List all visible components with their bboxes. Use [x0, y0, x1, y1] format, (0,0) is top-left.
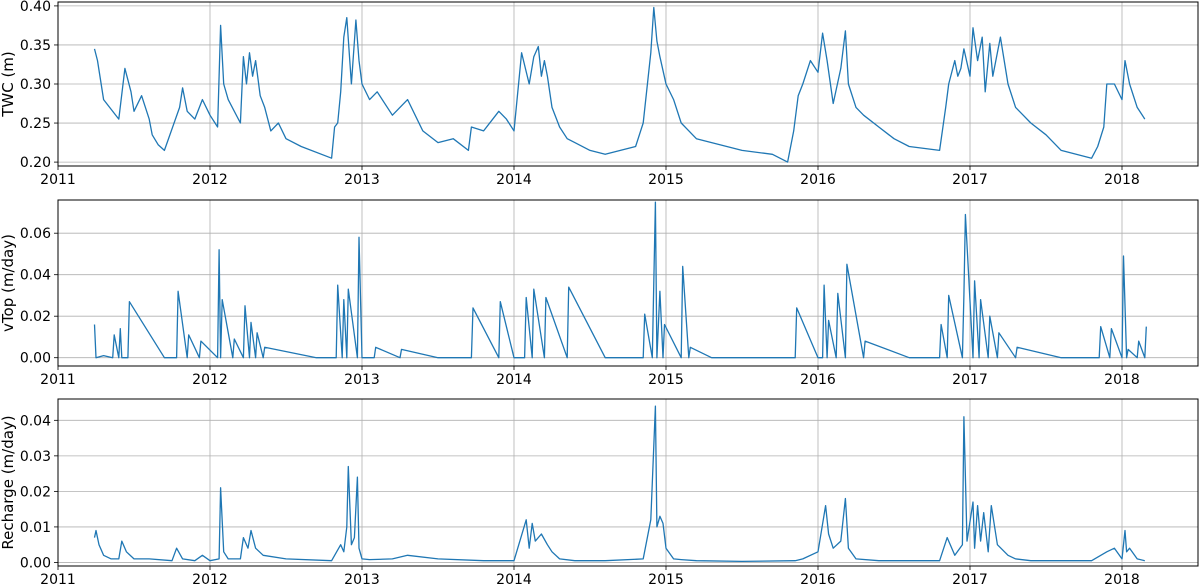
- recharge-axes-frame: [57, 398, 1199, 567]
- twc-xtick-label: 2018: [1104, 172, 1140, 188]
- twc-series-line: [93, 6, 1146, 163]
- recharge-xtick-label: 2018: [1104, 572, 1140, 585]
- vtop-xtick-label: 2013: [344, 372, 380, 388]
- vtop-xtick-label: 2012: [192, 372, 228, 388]
- vtop-ytick-label: 0.00: [20, 351, 51, 367]
- vtop-xtick-label: 2017: [952, 372, 988, 388]
- recharge-ytick-label: 0.01: [20, 520, 51, 536]
- vtop-series-line: [93, 201, 1147, 359]
- twc-xtick-label: 2015: [648, 172, 684, 188]
- twc-ytick-label: 0.25: [20, 116, 51, 132]
- twc-ylabel: TWC (m): [0, 51, 17, 118]
- twc-ytick-label: 0.40: [20, 0, 51, 15]
- vtop-xtick-label: 2011: [40, 372, 76, 388]
- vtop-xtick-label: 2016: [800, 372, 836, 388]
- twc-panel: 2011 2012 2013 2014 2015 2016 2017 2018 0.20 0.25…: [0, 0, 1199, 188]
- vtop-axes-frame: [57, 199, 1199, 367]
- recharge-xtick-label: 2013: [344, 572, 380, 585]
- vtop-ytick-label: 0.02: [20, 309, 51, 325]
- recharge-xtick-label: 2014: [496, 572, 532, 585]
- twc-xtick-label: 2012: [192, 172, 228, 188]
- vtop-xtick-label: 2015: [648, 372, 684, 388]
- twc-xtick-label: 2016: [800, 172, 836, 188]
- recharge-ytick-label: 0.02: [20, 484, 51, 500]
- vtop-xtick-label: 2014: [496, 372, 532, 388]
- vtop-ylabel: vTop (m/day): [0, 234, 17, 332]
- twc-xtick-label: 2017: [952, 172, 988, 188]
- recharge-ytick-label: 0.00: [20, 555, 51, 571]
- recharge-ytick-label: 0.03: [20, 449, 51, 465]
- recharge-xtick-label: 2017: [952, 572, 988, 585]
- recharge-xtick-label: 2016: [800, 572, 836, 585]
- vtop-ytick-label: 0.06: [20, 226, 51, 242]
- twc-ytick-label: 0.35: [20, 38, 51, 54]
- recharge-ylabel: Recharge (m/day): [0, 415, 17, 549]
- twc-xtick-label: 2014: [496, 172, 532, 188]
- recharge-panel: 2011 2012 2013 2014 2015 2016 2017 2018 0.00 0.01…: [0, 398, 1199, 585]
- vtop-ytick-label: 0.04: [20, 268, 51, 284]
- recharge-xtick-label: 2015: [648, 572, 684, 585]
- vtop-xtick-label: 2018: [1104, 372, 1140, 388]
- twc-ytick-label: 0.30: [20, 77, 51, 93]
- recharge-series-line: [93, 405, 1145, 563]
- recharge-xtick-label: 2011: [40, 572, 76, 585]
- recharge-ytick-label: 0.04: [20, 413, 51, 429]
- twc-ytick-label: 0.20: [20, 155, 51, 171]
- vtop-panel: 2011 2012 2013 2014 2015 2016 2017 2018 0.00 0.02…: [0, 199, 1199, 388]
- twc-xtick-label: 2013: [344, 172, 380, 188]
- recharge-xtick-label: 2012: [192, 572, 228, 585]
- twc-xtick-label: 2011: [40, 172, 76, 188]
